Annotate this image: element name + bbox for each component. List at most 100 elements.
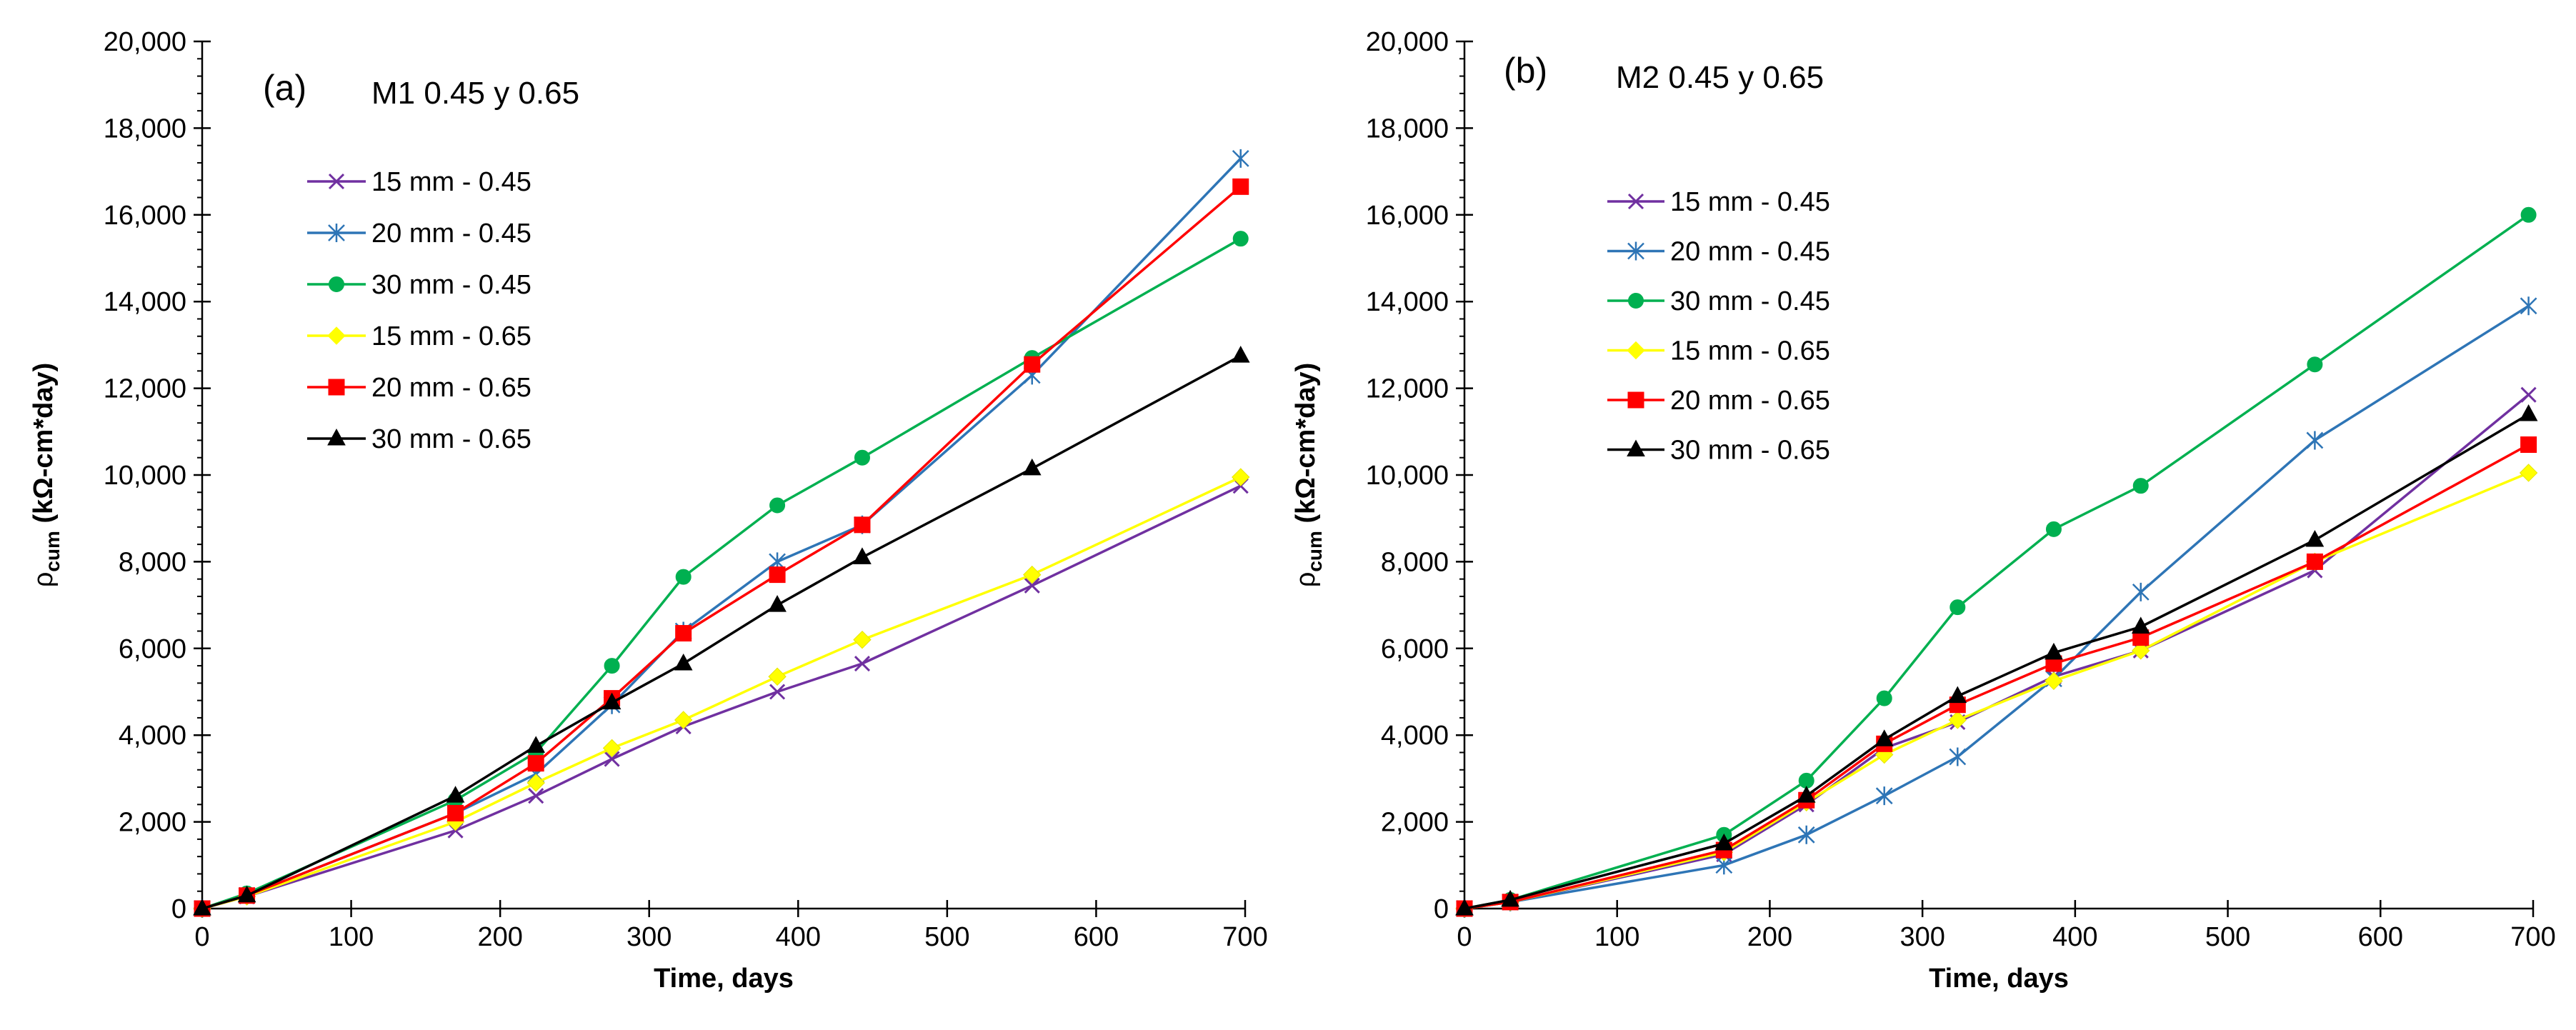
data-point (1023, 565, 1042, 584)
legend-item: 20 mm - 0.45 (307, 219, 531, 249)
chart-title: M2 0.45 y 0.65 (1616, 60, 1824, 95)
legend-item: 20 mm - 0.45 (1607, 237, 1830, 267)
x-tick-label: 400 (776, 922, 821, 952)
data-point (854, 655, 871, 672)
data-point (2520, 206, 2537, 223)
y-axis-label: ρcum (kΩ-cm*day) (1291, 363, 1326, 588)
y-tick-label: 10,000 (104, 461, 186, 491)
legend-item: 20 mm - 0.65 (1607, 386, 1830, 416)
x-tick-label: 400 (2052, 922, 2097, 952)
series-5 (1455, 404, 2538, 916)
y-tick-label: 20,000 (1366, 27, 1449, 57)
data-point (2520, 436, 2537, 454)
data-point (675, 569, 692, 585)
y-axis-unit: (kΩ-cm*day) (1291, 363, 1321, 531)
data-point (2520, 386, 2537, 403)
data-point (1949, 747, 1967, 766)
legend-marker (328, 173, 345, 190)
y-tick-label: 12,000 (1366, 374, 1449, 404)
y-tick-label: 18,000 (104, 114, 186, 144)
data-point (2519, 464, 2538, 482)
y-tick-label: 8,000 (119, 547, 186, 577)
y-tick-label: 12,000 (104, 374, 186, 404)
y-tick-label: 10,000 (1366, 461, 1449, 491)
data-point (1024, 577, 1040, 594)
y-tick-label: 6,000 (1381, 634, 1449, 664)
data-point (1875, 786, 1893, 806)
y-axis-subscript: cum (1304, 531, 1326, 572)
legend-item: 15 mm - 0.65 (307, 321, 531, 351)
data-point (2132, 582, 2150, 601)
data-point (2307, 356, 2323, 373)
data-point (1232, 149, 1249, 168)
data-point (1798, 772, 1814, 789)
legend-label: 15 mm - 0.45 (1670, 187, 1830, 217)
y-tick-label: 6,000 (119, 634, 186, 664)
legend-marker (1628, 293, 1644, 309)
legend-item: 20 mm - 0.65 (307, 373, 531, 403)
data-point (1714, 833, 1734, 851)
data-point (602, 692, 621, 710)
data-point (674, 711, 693, 729)
data-point (604, 658, 620, 674)
legend-label: 20 mm - 0.65 (371, 373, 531, 403)
data-point (527, 755, 544, 772)
data-point (769, 684, 786, 700)
legend-marker (327, 326, 346, 345)
y-tick-label: 0 (1434, 894, 1449, 924)
chart-title: M1 0.45 y 0.65 (371, 76, 579, 111)
data-point (1948, 711, 1967, 729)
data-point (1022, 458, 1042, 476)
data-point (2305, 530, 2325, 547)
data-point (1024, 356, 1041, 373)
y-tick-label: 2,000 (119, 808, 186, 838)
data-point (528, 788, 544, 804)
data-point (853, 630, 872, 649)
legend-marker (327, 428, 346, 446)
panel-label: (a) (263, 68, 306, 108)
panel-label: (b) (1504, 51, 1547, 91)
data-point (2131, 616, 2150, 634)
chart-panel-1: 0 2,000 4,000 6,000 8,000 10,000 12,000 14,000 1… (1291, 27, 2556, 994)
legend-marker (328, 379, 345, 396)
data-point (1232, 468, 1250, 486)
x-tick-label: 500 (2205, 922, 2250, 952)
y-tick-label: 14,000 (1366, 287, 1449, 317)
legend-label: 30 mm - 0.45 (371, 270, 531, 300)
data-point (768, 667, 787, 686)
legend-label: 30 mm - 0.65 (371, 424, 531, 454)
legend-marker (1627, 241, 1644, 261)
data-point (2045, 671, 2063, 691)
data-point (853, 547, 872, 564)
legend-marker (1627, 341, 1645, 360)
data-point (1874, 729, 1894, 746)
series-line (201, 185, 1242, 910)
x-tick-label: 100 (329, 922, 374, 952)
data-point (2045, 642, 2063, 660)
data-point (768, 595, 787, 612)
data-point (1232, 231, 1249, 247)
data-point (769, 566, 786, 584)
legend-marker (1627, 391, 1644, 409)
data-point (2519, 404, 2538, 421)
y-tick-label: 16,000 (104, 201, 186, 231)
y-tick-label: 2,000 (1381, 808, 1449, 838)
y-tick-label: 0 (171, 894, 186, 924)
x-tick-label: 700 (2510, 922, 2555, 952)
legend-label: 15 mm - 0.65 (371, 321, 531, 351)
data-point (1232, 178, 1249, 195)
series-line (1464, 413, 2530, 910)
legend-label: 20 mm - 0.65 (1670, 386, 1830, 416)
x-axis-label: Time, days (654, 964, 794, 994)
x-tick-label: 300 (626, 922, 672, 952)
legend-marker (329, 276, 344, 292)
x-tick-label: 200 (1747, 922, 1792, 952)
data-point (526, 774, 545, 792)
legend-marker (328, 224, 345, 242)
legend: 15 mm - 0.45 20 mm - 0.45 30 mm - 0.45 15 m… (307, 167, 531, 454)
x-tick-label: 100 (1594, 922, 1639, 952)
data-point (2045, 521, 2062, 537)
data-point (674, 654, 693, 671)
